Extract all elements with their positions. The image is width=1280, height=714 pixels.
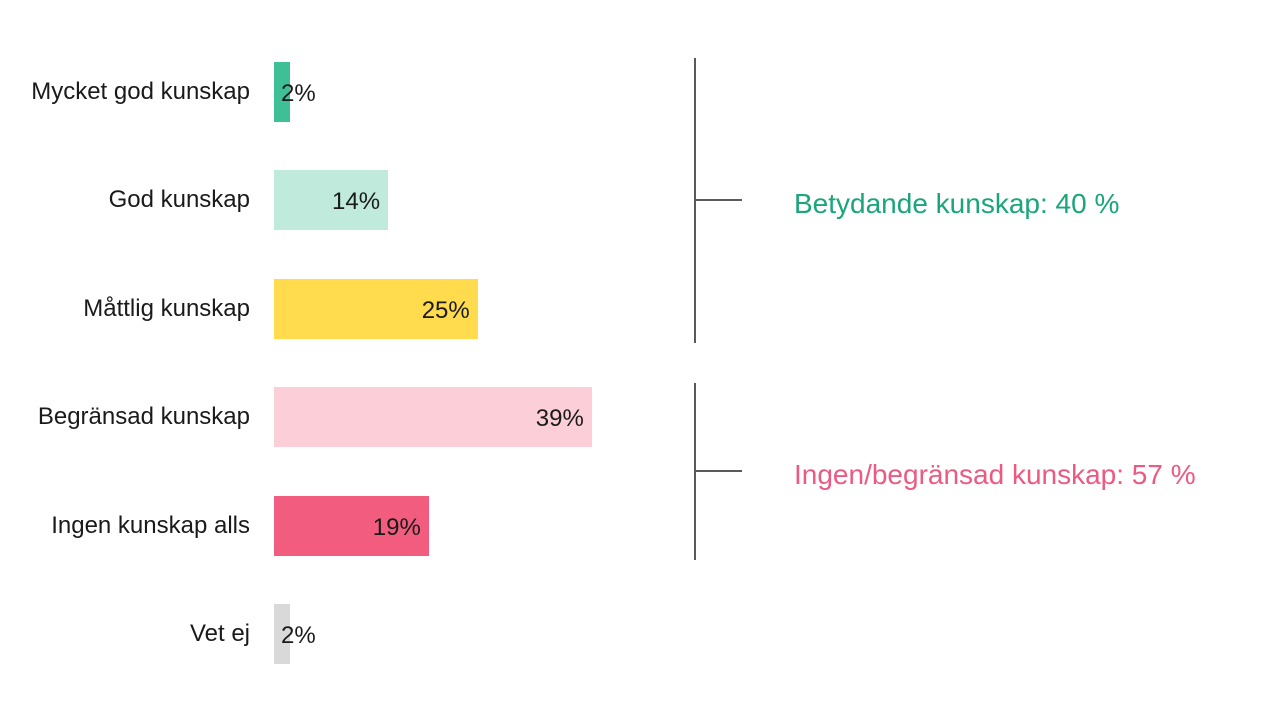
value-label: 2%: [281, 622, 316, 649]
bar: [274, 170, 389, 231]
bar: [274, 62, 291, 122]
value-label: 25%: [421, 296, 470, 324]
group-label: Ingen/begränsad kunskap: 57 %: [794, 459, 1196, 491]
category-label: God kunskap: [108, 186, 250, 214]
bar: [274, 604, 291, 664]
category-label: Ingen kunskap alls: [51, 511, 250, 539]
value-label: 19%: [372, 513, 421, 541]
value-label: 14%: [332, 188, 381, 216]
bracket-horizontal-tick: [694, 199, 742, 202]
value-label: 2%: [281, 80, 316, 107]
value-label: 39%: [535, 405, 584, 433]
category-label: Mycket god kunskap: [31, 78, 250, 105]
category-label: Vet ej: [189, 620, 250, 647]
group-label: Betydande kunskap: 40 %: [794, 188, 1120, 220]
bar: [274, 278, 478, 339]
bar: [274, 495, 429, 556]
category-label: Måttlig kunskap: [83, 294, 250, 322]
bar: [274, 387, 592, 448]
category-label: Begränsad kunskap: [37, 403, 250, 431]
bracket-horizontal-tick: [694, 470, 742, 473]
